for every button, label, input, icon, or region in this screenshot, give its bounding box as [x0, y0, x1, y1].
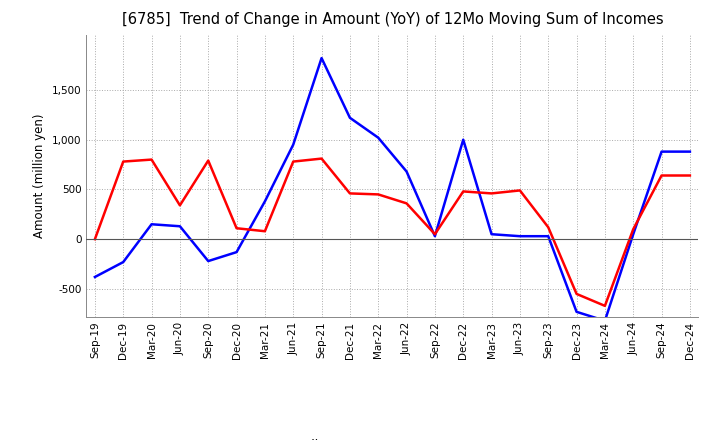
Ordinary Income: [459, 137, 467, 142]
Ordinary Income: [572, 309, 581, 315]
Net Income: [487, 191, 496, 196]
Ordinary Income: [431, 234, 439, 239]
Ordinary Income: [289, 142, 297, 147]
Ordinary Income: [91, 275, 99, 280]
Net Income: [176, 203, 184, 208]
Net Income: [431, 231, 439, 237]
Ordinary Income: [544, 234, 552, 239]
Ordinary Income: [119, 260, 127, 265]
Net Income: [629, 227, 637, 232]
Ordinary Income: [204, 258, 212, 264]
Net Income: [544, 224, 552, 230]
Legend: Ordinary Income, Net Income: Ordinary Income, Net Income: [246, 434, 539, 440]
Ordinary Income: [233, 249, 241, 255]
Net Income: [91, 237, 99, 242]
Line: Net Income: Net Income: [95, 158, 690, 306]
Ordinary Income: [346, 115, 354, 121]
Net Income: [119, 159, 127, 164]
Net Income: [572, 291, 581, 297]
Ordinary Income: [487, 231, 496, 237]
Net Income: [657, 173, 666, 178]
Net Income: [459, 189, 467, 194]
Ordinary Income: [402, 169, 411, 174]
Title: [6785]  Trend of Change in Amount (YoY) of 12Mo Moving Sum of Incomes: [6785] Trend of Change in Amount (YoY) o…: [122, 12, 663, 27]
Ordinary Income: [657, 149, 666, 154]
Ordinary Income: [685, 149, 694, 154]
Net Income: [685, 173, 694, 178]
Ordinary Income: [148, 222, 156, 227]
Ordinary Income: [374, 135, 382, 140]
Net Income: [318, 156, 326, 161]
Net Income: [346, 191, 354, 196]
Ordinary Income: [600, 318, 609, 323]
Ordinary Income: [516, 234, 524, 239]
Line: Ordinary Income: Ordinary Income: [95, 58, 690, 321]
Net Income: [516, 188, 524, 193]
Ordinary Income: [318, 55, 326, 61]
Net Income: [600, 303, 609, 308]
Ordinary Income: [629, 231, 637, 237]
Ordinary Income: [261, 199, 269, 204]
Y-axis label: Amount (million yen): Amount (million yen): [33, 114, 46, 238]
Net Income: [402, 201, 411, 206]
Net Income: [374, 192, 382, 197]
Net Income: [204, 158, 212, 163]
Net Income: [148, 157, 156, 162]
Net Income: [289, 159, 297, 164]
Net Income: [261, 229, 269, 234]
Ordinary Income: [176, 224, 184, 229]
Net Income: [233, 226, 241, 231]
